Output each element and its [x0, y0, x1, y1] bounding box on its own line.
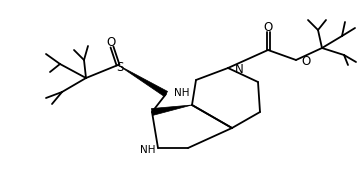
Text: O: O: [301, 55, 310, 67]
Text: O: O: [106, 35, 116, 49]
Text: O: O: [264, 20, 273, 34]
Text: NH: NH: [174, 88, 190, 98]
Text: S: S: [116, 61, 124, 73]
Text: NH: NH: [140, 145, 156, 155]
Polygon shape: [118, 65, 167, 96]
Polygon shape: [151, 105, 192, 115]
Text: N: N: [235, 62, 244, 76]
